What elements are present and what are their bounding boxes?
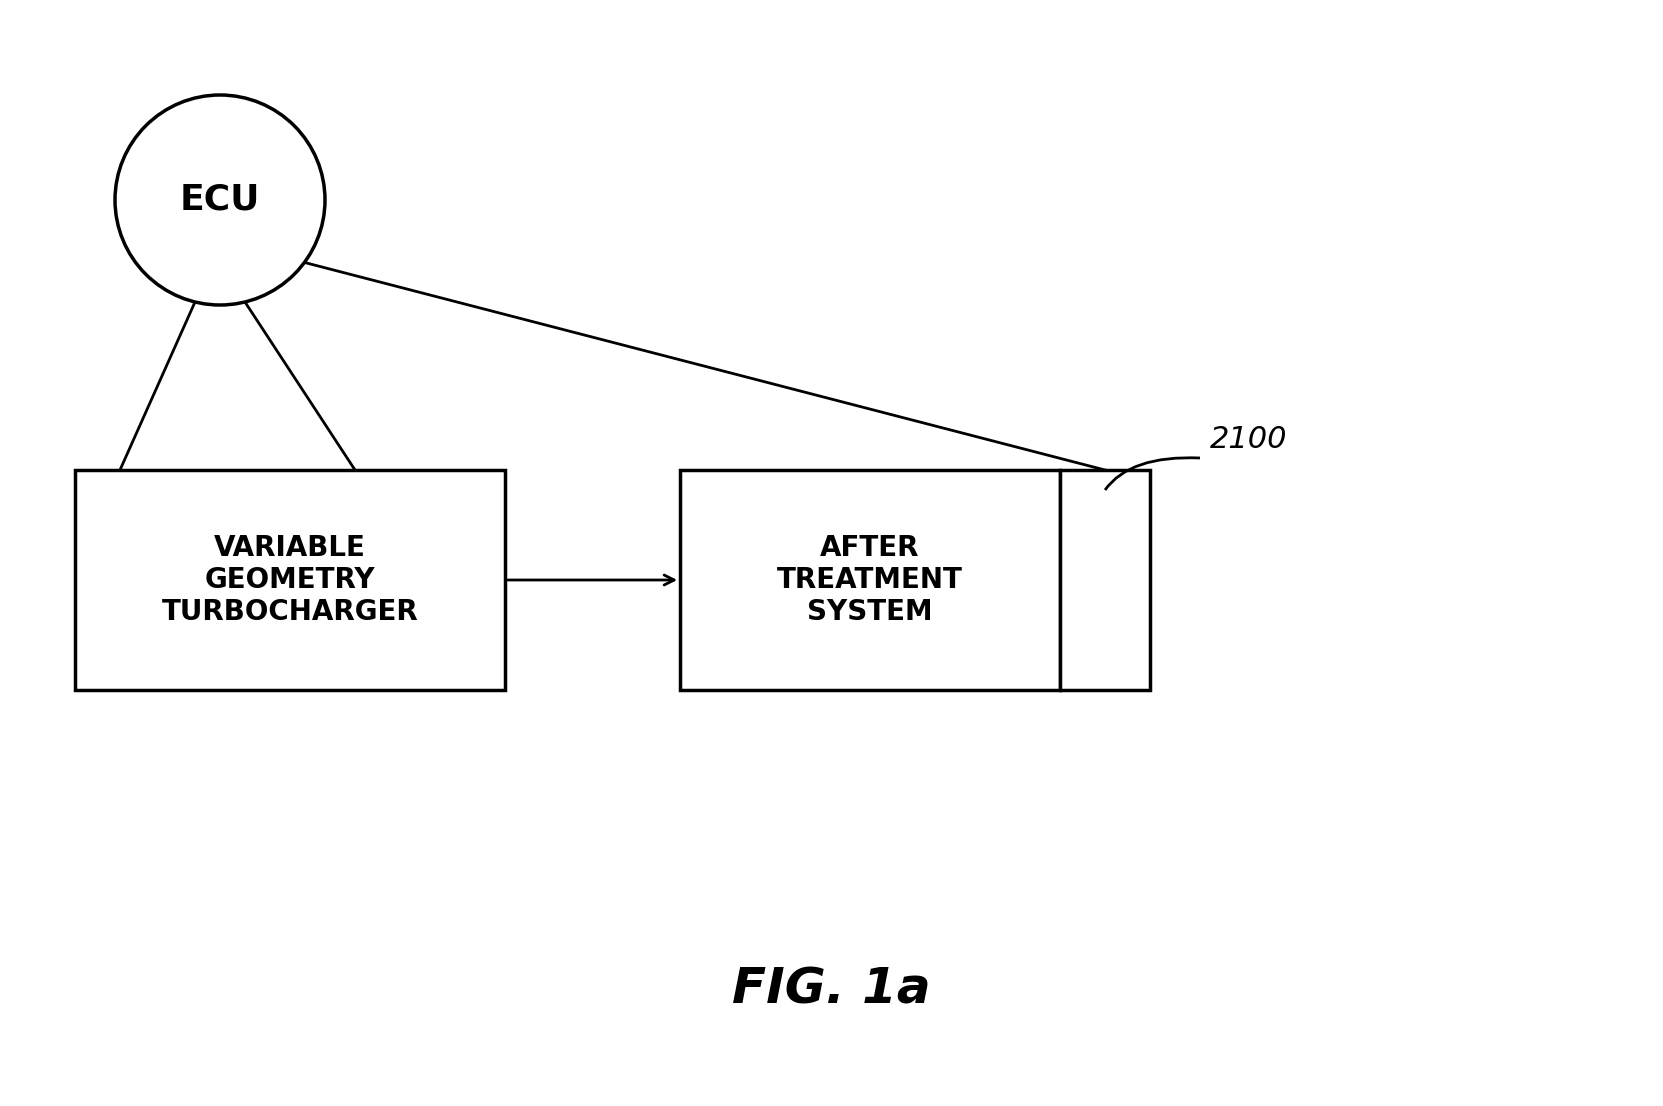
Bar — [680, 470, 1059, 690]
Text: AFTER
TREATMENT
SYSTEM: AFTER TREATMENT SYSTEM — [777, 533, 963, 626]
Text: VARIABLE
GEOMETRY
TURBOCHARGER: VARIABLE GEOMETRY TURBOCHARGER — [161, 533, 419, 626]
Text: FIG. 1a: FIG. 1a — [732, 966, 930, 1014]
Text: ECU: ECU — [180, 182, 259, 217]
Bar — [1059, 470, 1151, 690]
Ellipse shape — [115, 95, 324, 305]
Bar — [75, 470, 506, 690]
Text: 2100: 2100 — [1211, 426, 1287, 455]
